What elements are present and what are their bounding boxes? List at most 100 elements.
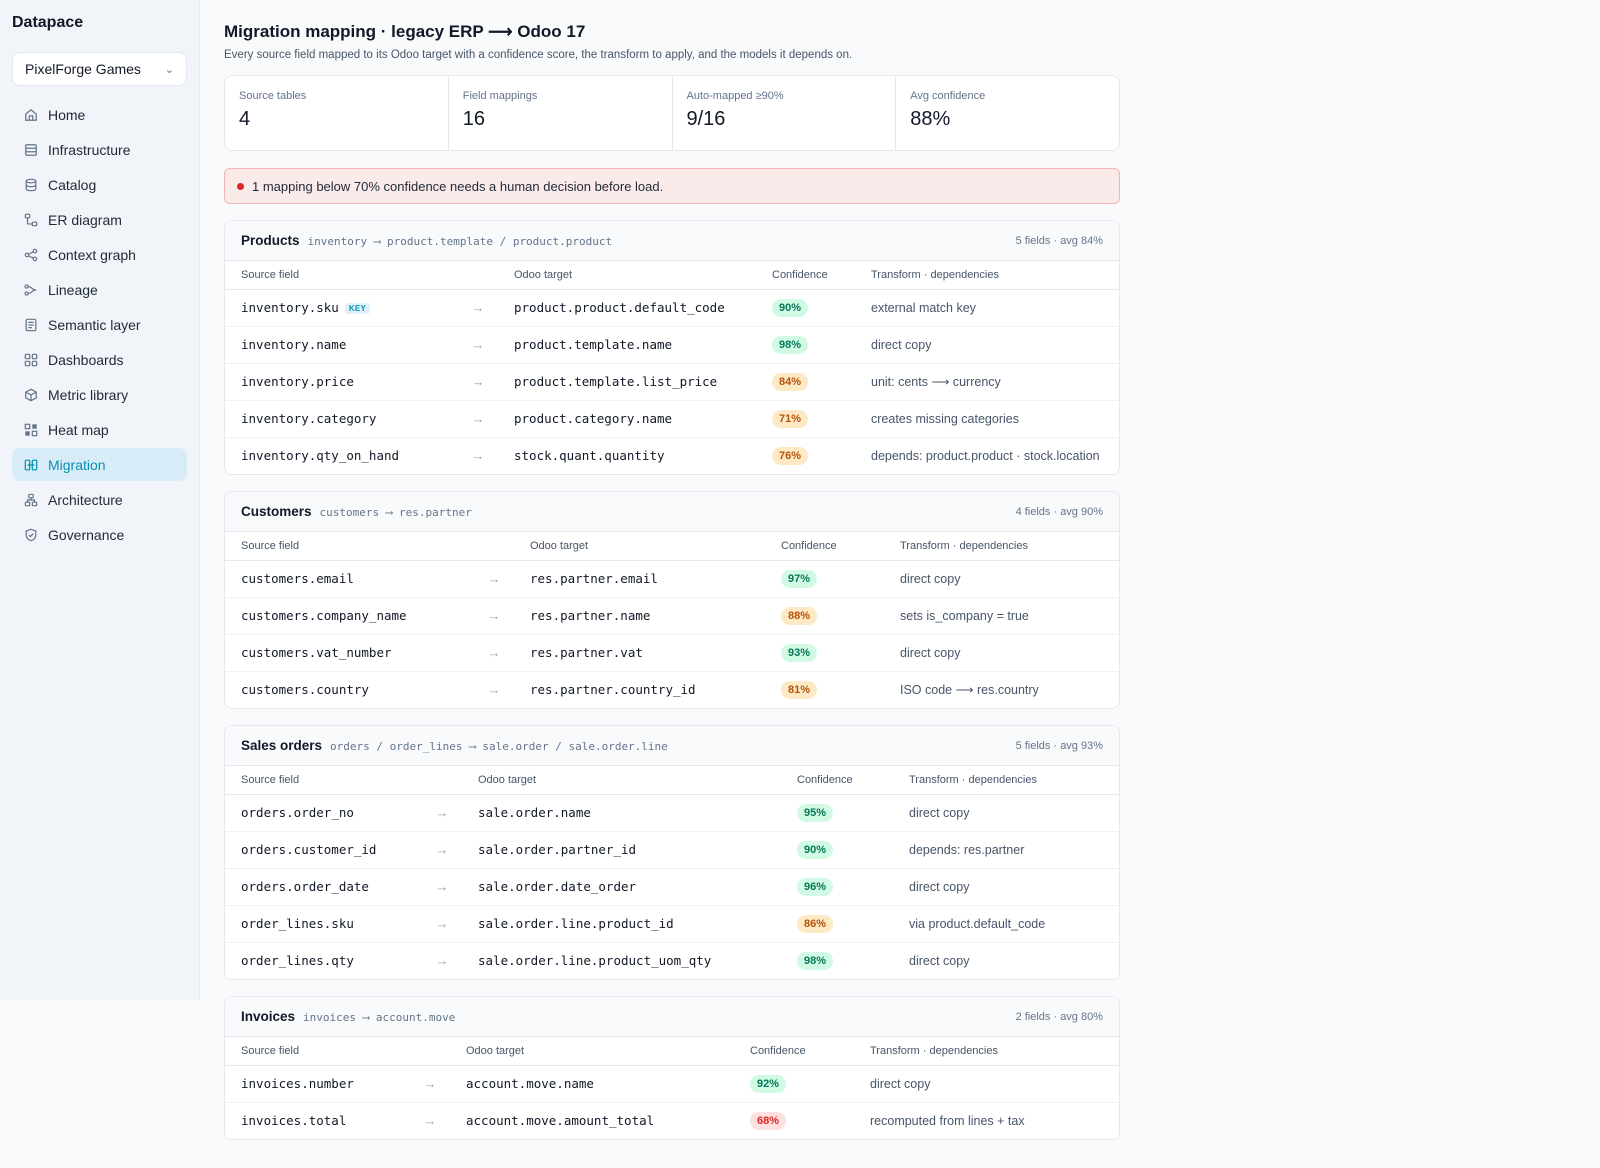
table-row[interactable]: customers.company_name → res.partner.name 8… (225, 597, 1119, 635)
stat-label: Auto-mapped ≥90% (686, 90, 784, 102)
mapping-table: Source field Odoo target Confidence Transfo… (225, 261, 1119, 474)
confidence-cell: 71% (756, 400, 855, 438)
cube-icon (24, 388, 38, 402)
col-header-source: Source field (225, 766, 422, 795)
odoo-target: product.template.list_price (498, 363, 756, 401)
sidebar-item-metric-library[interactable]: Metric library (12, 378, 187, 411)
arrow-right-icon: → (410, 1065, 450, 1103)
stat-label: Field mappings (462, 90, 538, 102)
col-header-source: Source field (225, 261, 458, 290)
page-subtitle: Every source field mapped to its Odoo ta… (224, 49, 853, 61)
table-row[interactable]: invoices.number → account.move.name 92% dire… (225, 1065, 1119, 1103)
odoo-target: sale.order.line.product_id (462, 905, 781, 943)
table-row[interactable]: orders.order_date → sale.order.date_order 9… (225, 868, 1119, 906)
col-header-confidence: Confidence (734, 1037, 854, 1066)
mapping-table: Source field Odoo target Confidence Transfo… (225, 1037, 1119, 1139)
sidebar-item-lineage[interactable]: Lineage (12, 273, 187, 306)
table-row[interactable]: customers.email → res.partner.email 97% dire… (225, 560, 1119, 598)
confidence-badge: 95% (797, 803, 834, 822)
card-title: Sales orders (241, 738, 323, 753)
card-path: invoices ⟶ account.move (303, 1011, 456, 1024)
source-field: customers.vat_number (241, 645, 392, 660)
source-field-cell: invoices.number (225, 1065, 410, 1103)
page-title: Migration mapping · legacy ERP ⟶ Odoo 17 (224, 22, 586, 41)
grid-icon (24, 353, 38, 367)
confidence-cell: 76% (756, 437, 855, 474)
brand-logo: Datapace (12, 14, 84, 31)
sidebar-item-migration[interactable]: Migration (12, 448, 187, 481)
confidence-cell: 98% (781, 942, 893, 979)
card-meta: 2 fields · avg 80% (1015, 1010, 1103, 1023)
sidebar: Datapace PixelForge Games ⌄ Home Infrastr… (0, 0, 200, 1000)
odoo-target: account.move.name (450, 1065, 734, 1103)
arrow-right-icon: → (422, 794, 462, 832)
sidebar-item-semantic-layer[interactable]: Semantic layer (12, 308, 187, 341)
transform-text: ISO code ⟶ res.country (900, 683, 1039, 698)
share-icon (24, 248, 38, 262)
card-meta: 4 fields · avg 90% (1015, 505, 1103, 518)
table-row[interactable]: orders.customer_id → sale.order.partner_id… (225, 831, 1119, 869)
card-title: Customers (241, 504, 312, 519)
sidebar-item-label: Context graph (48, 246, 136, 263)
table-row[interactable]: customers.country → res.partner.country_id… (225, 671, 1119, 708)
chevron-down-icon: ⌄ (164, 63, 174, 76)
table-row[interactable]: invoices.total → account.move.amount_total… (225, 1102, 1119, 1139)
lineage-icon (24, 283, 38, 297)
source-field-cell: inventory.category (225, 400, 458, 438)
sidebar-item-infrastructure[interactable]: Infrastructure (12, 133, 187, 166)
transform-text: depends: product.product · stock.locatio… (871, 448, 1100, 463)
sidebar-item-home[interactable]: Home (12, 98, 187, 131)
sidebar-item-label: Migration (48, 456, 106, 473)
confidence-cell: 88% (765, 597, 884, 635)
confidence-cell: 86% (781, 905, 893, 943)
stat-value: 16 (462, 108, 485, 130)
sidebar-item-heat-map[interactable]: Heat map (12, 413, 187, 446)
workspace-name: PixelForge Games (25, 61, 141, 77)
table-row[interactable]: customers.vat_number → res.partner.vat 93% d… (225, 634, 1119, 672)
source-field: order_lines.sku (241, 916, 354, 931)
migration-icon (24, 458, 38, 472)
transform-text: direct copy (893, 794, 1119, 832)
sidebar-item-label: Catalog (48, 176, 97, 193)
confidence-cell: 97% (765, 560, 884, 598)
odoo-target: product.category.name (498, 400, 756, 438)
confidence-badge: 71% (772, 409, 809, 428)
table-row[interactable]: order_lines.sku → sale.order.line.product_… (225, 905, 1119, 943)
sidebar-item-governance[interactable]: Governance (12, 518, 187, 551)
table-row[interactable]: order_lines.qty → sale.order.line.product_… (225, 942, 1119, 979)
source-field: inventory.name (241, 337, 347, 352)
confidence-cell: 84% (756, 363, 855, 401)
confidence-badge: 86% (797, 914, 834, 933)
transform-text: direct copy (884, 560, 1119, 598)
source-field-cell: customers.email (225, 560, 474, 598)
card-header: Invoices invoices ⟶ account.move 2 fields … (225, 997, 1119, 1037)
sidebar-item-er-diagram[interactable]: ER diagram (12, 203, 187, 236)
confidence-badge: 98% (797, 951, 834, 970)
odoo-target: account.move.amount_total (466, 1113, 655, 1129)
sidebar-item-context-graph[interactable]: Context graph (12, 238, 187, 271)
confidence-cell: 96% (781, 868, 893, 906)
table-row[interactable]: inventory.name → product.template.name 98% d… (225, 326, 1119, 364)
table-header-row: Source field Odoo target Confidence Transfo… (225, 261, 1119, 290)
transform-text: recomputed from lines + tax (870, 1113, 1025, 1128)
home-icon (24, 108, 38, 122)
sidebar-item-architecture[interactable]: Architecture (12, 483, 187, 516)
table-row[interactable]: inventory.qty_on_hand → stock.quant.quanti… (225, 437, 1119, 474)
table-row[interactable]: orders.order_no → sale.order.name 95% direct… (225, 794, 1119, 832)
col-header-transform: Transform · dependencies (855, 261, 1119, 290)
mapping-card-invoices: Invoices invoices ⟶ account.move 2 fields … (224, 996, 1120, 1140)
col-header-source: Source field (225, 532, 474, 561)
arrow-right-icon: → (458, 289, 498, 327)
sidebar-item-catalog[interactable]: Catalog (12, 168, 187, 201)
main-content: Migration mapping · legacy ERP ⟶ Odoo 17… (224, 22, 1120, 1156)
workspace-selector[interactable]: PixelForge Games ⌄ (12, 52, 187, 86)
table-row[interactable]: inventory.category → product.category.name… (225, 400, 1119, 438)
col-header-target: Odoo target (462, 766, 781, 795)
source-field-cell: order_lines.sku (225, 905, 422, 943)
source-field: orders.customer_id (241, 842, 377, 857)
table-row[interactable]: inventory.sku KEY → product.product.default… (225, 289, 1119, 327)
transform-text: depends: res.partner (893, 831, 1119, 869)
col-header-source: Source field (225, 1037, 410, 1066)
table-row[interactable]: inventory.price → product.template.list_pr… (225, 363, 1119, 401)
sidebar-item-dashboards[interactable]: Dashboards (12, 343, 187, 376)
